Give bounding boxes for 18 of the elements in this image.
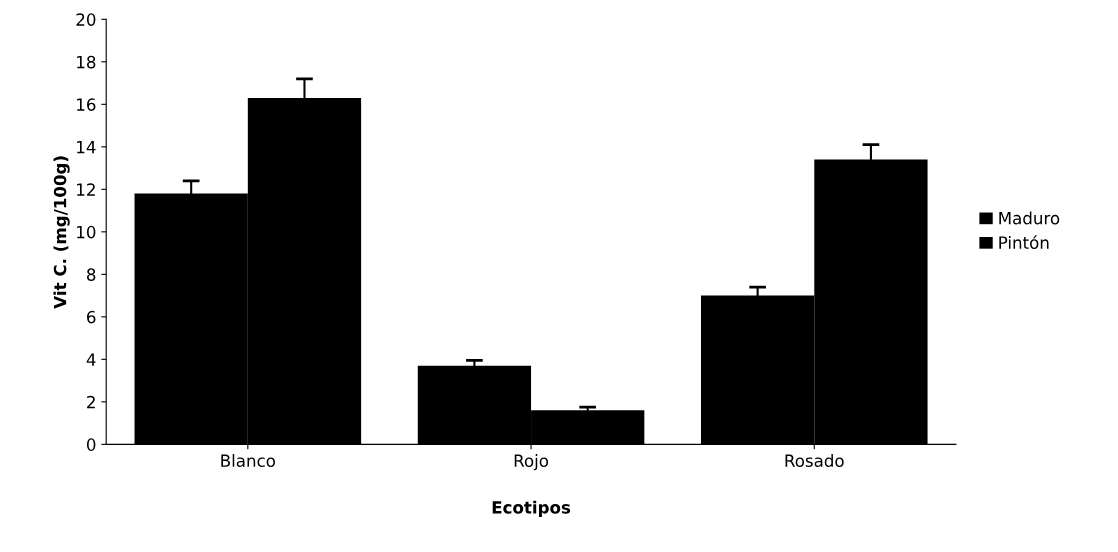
x-tick-label: Rojo bbox=[514, 454, 549, 471]
x-tick-label: Rosado bbox=[785, 454, 844, 467]
y-tick-label: 20 bbox=[76, 13, 96, 26]
y-axis-title: Vit C. (mg/100g) bbox=[53, 156, 70, 309]
x-tick-label: Blanco bbox=[221, 454, 276, 467]
legend-label: Pintón bbox=[999, 235, 1049, 249]
y-tick-label: 8 bbox=[87, 268, 96, 281]
x-axis-title: Ecotipos bbox=[492, 500, 571, 517]
legend-label: Maduro bbox=[999, 211, 1060, 225]
y-tick-label: 0 bbox=[86, 438, 96, 451]
y-tick-label: 6 bbox=[87, 310, 96, 324]
y-tick-label: 18 bbox=[77, 55, 96, 69]
y-tick-label: 16 bbox=[77, 98, 96, 111]
y-tick-label: 4 bbox=[86, 353, 96, 366]
y-tick-label: 12 bbox=[77, 183, 95, 196]
y-tick-label: 2 bbox=[87, 395, 95, 409]
y-tick-label: 10 bbox=[77, 225, 96, 239]
y-tick-label: 14 bbox=[77, 141, 96, 154]
